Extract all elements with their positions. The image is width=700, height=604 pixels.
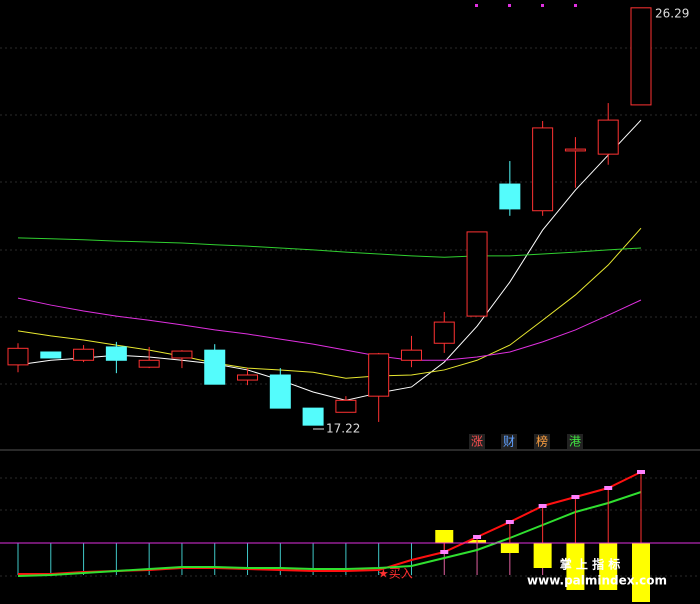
low-label: 17.22 <box>326 422 360 436</box>
plot <box>7 7 652 602</box>
bar <box>566 543 585 590</box>
line-series <box>17 297 642 361</box>
grid <box>0 47 700 577</box>
tag-bg[interactable] <box>501 434 517 449</box>
marker <box>637 470 645 474</box>
candle-body <box>73 348 95 361</box>
candle-body <box>302 407 324 426</box>
candle-body <box>138 359 160 368</box>
line-series <box>17 491 642 577</box>
candle-body <box>597 119 619 155</box>
tag-bg[interactable] <box>469 434 485 449</box>
candle-body <box>105 346 127 361</box>
marker <box>571 495 580 499</box>
watermark-title: 掌 上 指 标 <box>560 557 621 572</box>
marker <box>505 520 514 524</box>
tag-bg[interactable] <box>534 434 550 449</box>
candle-body <box>40 351 62 359</box>
candle-body <box>466 231 488 317</box>
bar <box>500 543 519 553</box>
bar <box>599 543 618 590</box>
tag[interactable]: 财 <box>503 435 515 449</box>
candle-body <box>335 399 357 413</box>
candle-body <box>532 127 554 212</box>
bar <box>435 530 454 543</box>
candle-body <box>630 7 652 106</box>
candle-body <box>7 347 29 366</box>
candle-body <box>368 353 390 397</box>
bar <box>632 543 650 602</box>
line-series <box>17 237 642 258</box>
candle-body <box>564 148 586 152</box>
candle-body <box>237 374 259 381</box>
tag[interactable]: 榜 <box>536 434 548 449</box>
marker <box>538 504 547 508</box>
candle-body <box>269 374 291 409</box>
buy-label: ★买入 <box>378 567 413 581</box>
marker <box>473 535 482 539</box>
tag[interactable]: 港 <box>569 435 581 449</box>
line-series <box>17 227 642 379</box>
candle-body <box>171 350 193 359</box>
tag-bg[interactable] <box>567 434 583 449</box>
candle-body <box>499 183 521 210</box>
candle-body <box>400 349 422 361</box>
top-dots <box>475 4 577 7</box>
candle-body <box>204 349 226 385</box>
high-label: 26.29 <box>655 7 689 21</box>
tag[interactable]: 涨 <box>471 434 483 449</box>
marker <box>440 550 449 554</box>
candle-body <box>433 321 455 344</box>
watermark-url: www.palmindex.com <box>527 574 667 588</box>
bar <box>533 543 552 568</box>
marker <box>604 486 613 490</box>
